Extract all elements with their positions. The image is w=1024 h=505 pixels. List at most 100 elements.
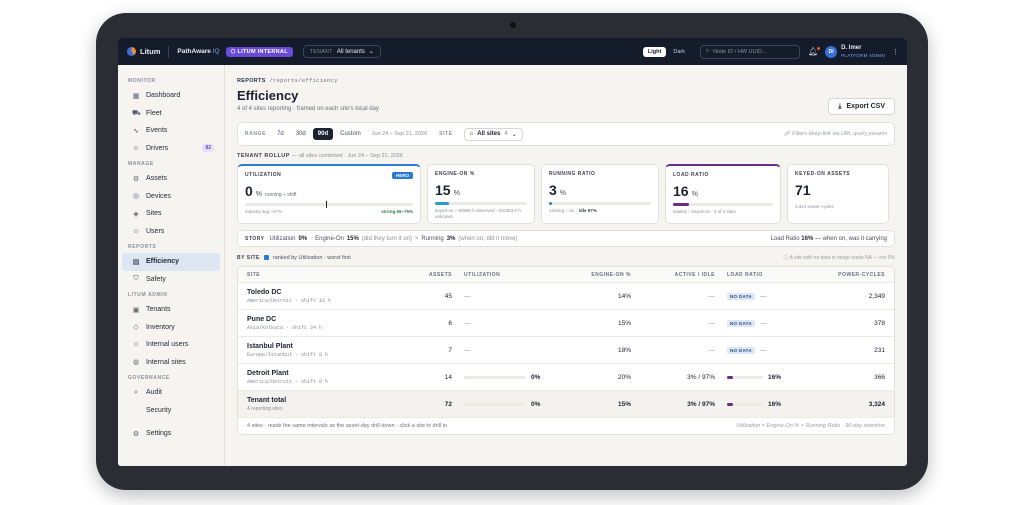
site-select[interactable]: ⌂ All sites 4 ⌄ bbox=[463, 127, 523, 141]
sidebar-item-label: Sites bbox=[146, 210, 162, 218]
sidebar-item-drivers[interactable]: ☺ Drivers 82 bbox=[122, 140, 220, 158]
industry-avg-text: industry avg ~47% bbox=[245, 209, 283, 214]
sidebar-item-audit[interactable]: ⌕ Audit bbox=[122, 384, 220, 402]
sidebar-item-events[interactable]: ∿ Events bbox=[122, 122, 220, 140]
story-engine-note: (did they turn it on) bbox=[361, 235, 412, 242]
cell-assets: 72 bbox=[444, 400, 452, 408]
kpi-number: 16 bbox=[673, 183, 689, 199]
sidebar-item-devices[interactable]: ◎ Devices bbox=[122, 188, 220, 206]
chevron-down-icon: ⌄ bbox=[368, 49, 374, 55]
col-site[interactable]: SITE bbox=[247, 271, 261, 278]
table-footer-right: Utilization = Engine-On % × Running Rati… bbox=[736, 423, 885, 429]
cell-site: Detroit Plant America/Detroit · shift 8 h bbox=[238, 370, 406, 385]
theme-dark-button[interactable]: Dark bbox=[673, 48, 685, 55]
story-running-value: 3% bbox=[446, 235, 456, 242]
by-site-heading: BY SITE ranked by Utilization · worst fi… bbox=[237, 254, 895, 262]
kpi-title: KEYED-ON ASSETS bbox=[795, 171, 851, 177]
load-mini-bar bbox=[727, 375, 763, 379]
kpi-engine-on-card[interactable]: ENGINE-ON % 15% keyed-on ÷ 93580 h obser… bbox=[427, 164, 535, 224]
idle-percent-text: idle 97% bbox=[578, 208, 597, 213]
cell-assets: 6 bbox=[448, 319, 452, 327]
theme-light-button[interactable]: Light bbox=[642, 46, 667, 57]
cell-site: Tenant total 4 reporting sites bbox=[238, 397, 406, 412]
col-assets[interactable]: ASSETS bbox=[428, 271, 452, 278]
kpi-running-ratio-card[interactable]: RUNNING RATIO 3% running ÷ on · idle 97% bbox=[541, 164, 659, 224]
table-row[interactable]: Toledo DC America/Detroit · shift 16 h 45… bbox=[238, 283, 894, 310]
page-subtitle: 4 of 4 sites reporting · framed on each … bbox=[237, 106, 379, 112]
sidebar-item-efficiency[interactable]: ▤ Efficiency bbox=[122, 253, 220, 271]
range-7d-button[interactable]: 7d bbox=[277, 131, 284, 137]
user-menu[interactable]: DI D. Imer PLATFORM ADMIN ⋮ bbox=[825, 45, 899, 58]
engine-on-bar bbox=[435, 202, 527, 205]
cell-utilization: — bbox=[464, 292, 471, 300]
sidebar-item-safety[interactable]: ⛉ Safety bbox=[122, 271, 220, 289]
sidebar-item-users[interactable]: ☺ Users bbox=[122, 223, 220, 241]
brand-logo[interactable]: Litum bbox=[127, 47, 160, 56]
sidebar-item-internal-users[interactable]: ☺ Internal users bbox=[122, 336, 220, 354]
sidebar-item-label: Internal sites bbox=[146, 358, 186, 366]
site-icon: ⌂ bbox=[469, 131, 474, 137]
cell-engine-on: 15% bbox=[617, 319, 631, 327]
sidebar-item-dashboard[interactable]: ▦ Dashboard bbox=[122, 87, 220, 105]
export-csv-button[interactable]: ⤓ Export CSV bbox=[828, 98, 895, 115]
site-name[interactable]: Detroit Plant bbox=[247, 369, 289, 377]
story-running-note: (when on, did it move) bbox=[458, 235, 518, 242]
user-icon: ☺ bbox=[132, 144, 140, 152]
sidebar-item-settings[interactable]: ⚙ Settings bbox=[122, 425, 220, 443]
col-active-idle[interactable]: ACTIVE / IDLE bbox=[674, 271, 715, 278]
cell-power-cycles: 366 bbox=[874, 373, 885, 381]
sidebar-item-fleet[interactable]: ⛟ Fleet bbox=[122, 105, 220, 123]
kpi-keyed-on-card[interactable]: KEYED-ON ASSETS 71 3,324 power-cycles bbox=[787, 164, 889, 224]
no-data-badge: NO DATA bbox=[727, 346, 755, 354]
user-name: D. Imer bbox=[841, 45, 862, 52]
arrow-icon: · bbox=[310, 235, 313, 242]
no-data-badge: NO DATA bbox=[727, 292, 755, 300]
col-utilization[interactable]: UTILIZATION bbox=[464, 271, 501, 278]
search-input[interactable]: ⌕ Node ID / HW UUID... bbox=[699, 44, 800, 59]
tenant-select[interactable]: TENANT All tenants ⌄ bbox=[302, 45, 381, 58]
kpi-utilization-card[interactable]: UTILIZATION HERO 0% running ÷ shift indus… bbox=[237, 164, 421, 224]
sidebar-item-inventory[interactable]: ◇ Inventory bbox=[122, 319, 220, 337]
range-custom-button[interactable]: Custom bbox=[340, 131, 361, 137]
bell-icon[interactable]: 🔔︎ bbox=[807, 47, 821, 56]
sidebar-item-security[interactable]: Security bbox=[122, 402, 220, 420]
inventory-icon: ◇ bbox=[133, 324, 139, 332]
tenant-select-value: All tenants bbox=[336, 48, 365, 55]
cell-assets: 14 bbox=[444, 373, 452, 381]
internal-users-icon: ☺ bbox=[132, 341, 140, 349]
kpi-load-ratio-card[interactable]: LOAD RATIO 16% loaded ÷ keyed-on · 3 of … bbox=[665, 164, 781, 224]
col-load-ratio[interactable]: LOAD RATIO bbox=[727, 271, 763, 278]
range-30d-button[interactable]: 30d bbox=[295, 131, 306, 137]
app-screen: Litum PathAware IQ ⬡ LITUM INTERNAL TENA… bbox=[118, 38, 907, 466]
sidebar-item-label: Inventory bbox=[146, 323, 175, 331]
range-segmented-control: 7d 30d 90d Custom bbox=[272, 128, 366, 140]
range-label: RANGE bbox=[245, 131, 267, 137]
breadcrumb-path: /reports/efficiency bbox=[269, 77, 338, 84]
cell-load-ratio: 16% bbox=[715, 401, 815, 408]
sidebar-item-sites[interactable]: ◈ Sites bbox=[122, 205, 220, 223]
search-icon: ⌕ bbox=[705, 48, 710, 54]
asset-icon: ⚙ bbox=[132, 175, 140, 183]
sites-table: SITE ASSETS UTILIZATION ENGINE-ON % ACTI… bbox=[237, 266, 895, 435]
sidebar-item-internal-sites[interactable]: ◍ Internal sites bbox=[122, 354, 220, 372]
col-engine-on[interactable]: ENGINE-ON % bbox=[591, 271, 631, 278]
cell-utilization: 0% bbox=[460, 374, 567, 381]
table-row[interactable]: Detroit Plant America/Detroit · shift 8 h… bbox=[238, 364, 894, 391]
filter-bar: RANGE 7d 30d 90d Custom Jun 24 – Sep 21,… bbox=[237, 122, 895, 146]
more-icon[interactable]: ⋮ bbox=[892, 48, 899, 56]
sidebar-item-tenants[interactable]: ▣ Tenants bbox=[122, 301, 220, 319]
site-name[interactable]: Toledo DC bbox=[247, 288, 282, 296]
table-row[interactable]: Pune DC Asia/Kolkata · shift 24 h 6 — 15%… bbox=[238, 310, 894, 337]
sidebar-item-label: Safety bbox=[146, 275, 166, 283]
col-power-cycles[interactable]: POWER-CYCLES bbox=[838, 271, 885, 278]
range-90d-button[interactable]: 90d bbox=[312, 128, 334, 140]
table-row[interactable]: Istanbul Plant Europe/Istanbul · shift 8 … bbox=[238, 337, 894, 364]
sidebar-item-assets[interactable]: ⚙ Assets bbox=[122, 170, 220, 188]
kpi-number: 3 bbox=[549, 182, 557, 198]
story-bar: STORY Utilization 0% · Engine-On 15% (did t… bbox=[237, 230, 895, 247]
site-name[interactable]: Istanbul Plant bbox=[247, 342, 293, 350]
load-mini-bar bbox=[727, 402, 763, 406]
kpi-unit: % bbox=[255, 191, 263, 198]
site-name[interactable]: Pune DC bbox=[247, 315, 277, 323]
breadcrumb-root[interactable]: REPORTS bbox=[237, 78, 266, 84]
